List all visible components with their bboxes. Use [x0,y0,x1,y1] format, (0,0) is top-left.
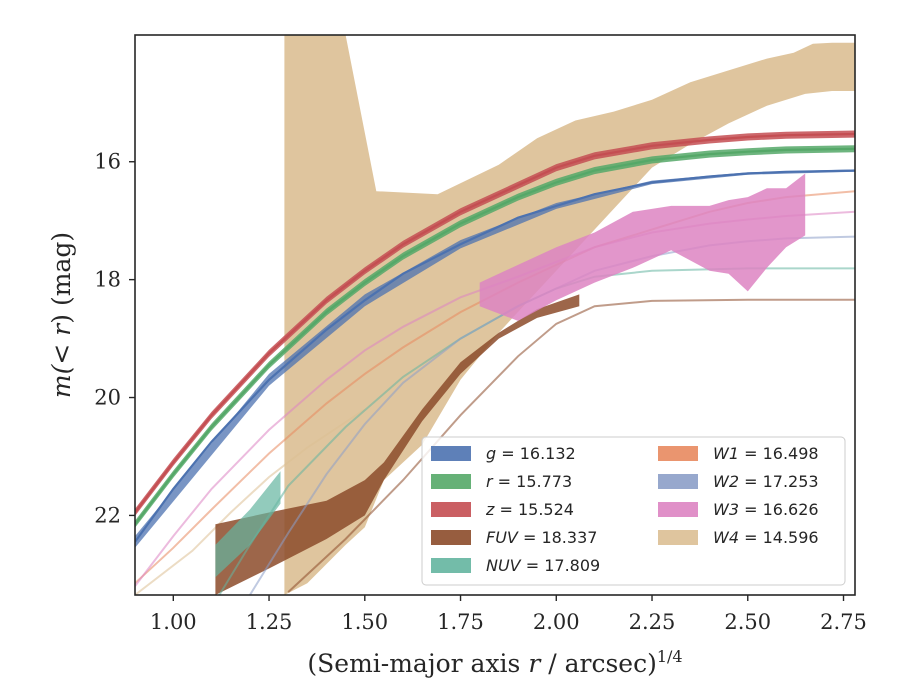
series-nuv-band [215,471,281,578]
x-tick-label: 2.25 [629,610,676,634]
x-tick-label: 2.00 [533,610,580,634]
legend-label-w2: W2 = 17.253 [713,472,819,491]
plot-frame [134,34,856,596]
legend-swatch-r [431,474,471,489]
x-tick-label: 1.25 [246,610,293,634]
legend-swatch-z [431,502,471,517]
legend-swatch-w2 [658,474,698,489]
y-axis-ticks: 16 18 20 22 [94,150,135,527]
legend-swatch-w4 [658,530,698,545]
x-tick-label: 2.50 [724,610,771,634]
x-axis-ticks: 1.00 1.25 1.50 1.75 2.00 2.25 2.50 2.75 [150,595,867,634]
legend-swatch-nuv [431,558,471,573]
x-tick-label: 1.50 [341,610,388,634]
series-z-line [135,132,855,514]
legend-label-r: r = 15.773 [486,472,572,491]
legend-label-fuv: FUV = 18.337 [486,528,597,547]
x-axis-label: (Semi-major axis r / arcsec)1/4 [307,647,682,678]
legend-swatch-w1 [658,446,698,461]
legend-swatch-g [431,446,471,461]
legend-label-nuv: NUV = 17.809 [486,556,600,575]
y-tick-label: 18 [94,268,121,292]
plot-area [135,35,855,595]
legend-box [421,436,846,586]
series-fuv-band [215,294,580,595]
series-g-line [135,169,855,543]
legend: g = 16.132 r = 15.773 z = 15.524 FUV = 18.3… [421,436,846,586]
series-w3-band [479,173,806,321]
x-tick-label: 1.00 [150,610,197,634]
x-tick-label: 2.75 [820,610,867,634]
legend-label-g: g = 16.132 [486,444,576,463]
y-axis-label: m(< r) (mag) [47,232,76,398]
legend-swatch-fuv [431,530,471,545]
series-r-line [135,147,855,525]
y-tick-label: 20 [94,386,121,410]
legend-label-w1: W1 = 16.498 [713,444,819,463]
legend-label-w4: W4 = 14.596 [713,528,819,547]
legend-swatch-w3 [658,502,698,517]
y-tick-label: 22 [94,503,121,527]
legend-label-w3: W3 = 16.626 [713,500,819,519]
series-fuv-extrapolated-line [287,298,855,593]
series-w4-band [284,35,855,595]
y-tick-label: 16 [94,150,121,174]
x-tick-label: 1.75 [437,610,484,634]
legend-label-z: z = 15.524 [485,500,574,519]
